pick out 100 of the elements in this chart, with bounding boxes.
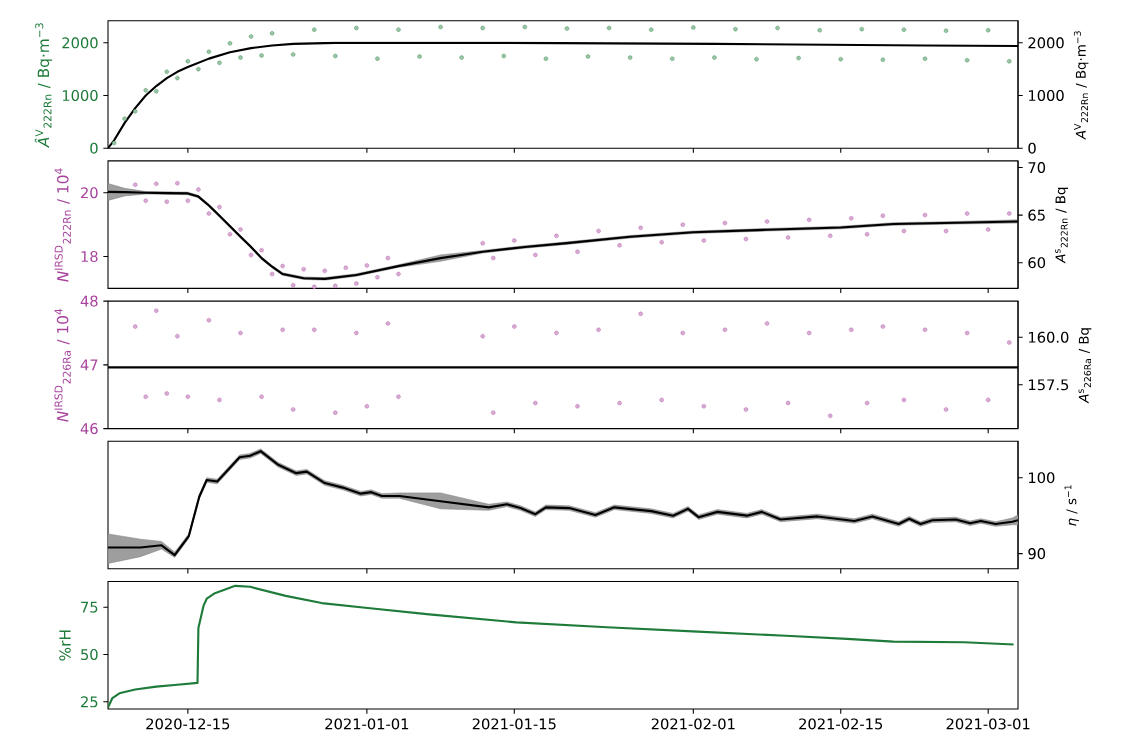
point [227, 41, 233, 46]
point [111, 140, 117, 146]
point [512, 324, 517, 329]
y2-tick-label: 90 [1028, 548, 1046, 560]
point [806, 217, 812, 223]
point [206, 49, 212, 54]
point [922, 327, 928, 332]
point [880, 57, 886, 62]
point [164, 391, 169, 396]
point [838, 56, 843, 62]
point [259, 394, 264, 399]
point [291, 407, 296, 412]
point [364, 263, 370, 268]
point [248, 34, 254, 39]
point [1007, 59, 1012, 64]
point [280, 327, 285, 332]
point [627, 55, 633, 60]
point [438, 24, 443, 30]
y-tick-label: 46 [80, 423, 98, 435]
point [554, 330, 559, 336]
point [785, 235, 791, 240]
point [217, 204, 222, 210]
point [564, 26, 570, 31]
point [491, 410, 496, 415]
point [143, 88, 148, 93]
point [333, 53, 338, 59]
point [491, 255, 496, 261]
point [154, 308, 159, 313]
point [680, 222, 685, 227]
point [649, 27, 654, 32]
point [743, 236, 749, 242]
point [238, 227, 243, 232]
point [417, 54, 422, 59]
point [301, 267, 306, 272]
point [185, 198, 191, 203]
y2-tick-label: 0 [1028, 142, 1036, 154]
point [175, 75, 180, 81]
y2-tick-label: 60 [1028, 257, 1046, 269]
line-series [108, 584, 1015, 709]
point [122, 116, 127, 121]
point [943, 407, 949, 412]
point [743, 407, 749, 412]
point [143, 198, 148, 203]
point [943, 228, 949, 234]
point [575, 249, 580, 254]
y2-axis-title: A$^{V}$$_{222Rn}$ / Bq·m$^{−3}$ [1073, 31, 1089, 140]
point [880, 213, 886, 218]
point [164, 199, 169, 204]
point [238, 55, 243, 60]
point [533, 400, 538, 406]
point [785, 400, 791, 406]
y-tick-label: 75 [81, 601, 98, 613]
point [354, 330, 359, 336]
point [806, 330, 812, 336]
point [154, 89, 159, 94]
point [312, 27, 317, 32]
point [617, 400, 622, 406]
point [764, 321, 770, 326]
point [269, 271, 275, 277]
point [396, 394, 401, 399]
y2-tick-label: 100 [1029, 472, 1055, 484]
point [291, 52, 296, 57]
point [1007, 340, 1012, 345]
point [680, 330, 685, 336]
point [701, 238, 707, 243]
point [512, 238, 517, 243]
point [817, 28, 822, 33]
point [385, 255, 391, 261]
point [185, 394, 191, 399]
point [396, 27, 401, 32]
point [585, 54, 591, 59]
point [859, 26, 864, 32]
point [864, 232, 870, 237]
point [691, 25, 696, 30]
point [133, 109, 138, 114]
point [196, 187, 201, 192]
point [575, 404, 580, 409]
y-tick-label: 0 [90, 142, 98, 154]
point [922, 56, 928, 61]
x-tick-label: 2021-01-01 [325, 718, 409, 730]
point [712, 55, 717, 60]
point [964, 58, 970, 63]
point [322, 268, 327, 274]
point [164, 69, 169, 74]
y-tick-label: 25 [81, 696, 98, 708]
y-tick-label: 50 [81, 648, 98, 661]
point [722, 220, 728, 226]
point [828, 233, 833, 238]
point [964, 211, 970, 216]
y-tick-label: 18 [81, 250, 98, 263]
point [880, 324, 886, 329]
point [480, 333, 485, 339]
point [554, 233, 559, 238]
point [606, 25, 612, 31]
point [259, 53, 264, 58]
x-tick-label: 2021-02-01 [651, 718, 735, 730]
point [722, 327, 728, 332]
point [143, 394, 148, 399]
point [133, 182, 138, 187]
point [480, 25, 485, 31]
